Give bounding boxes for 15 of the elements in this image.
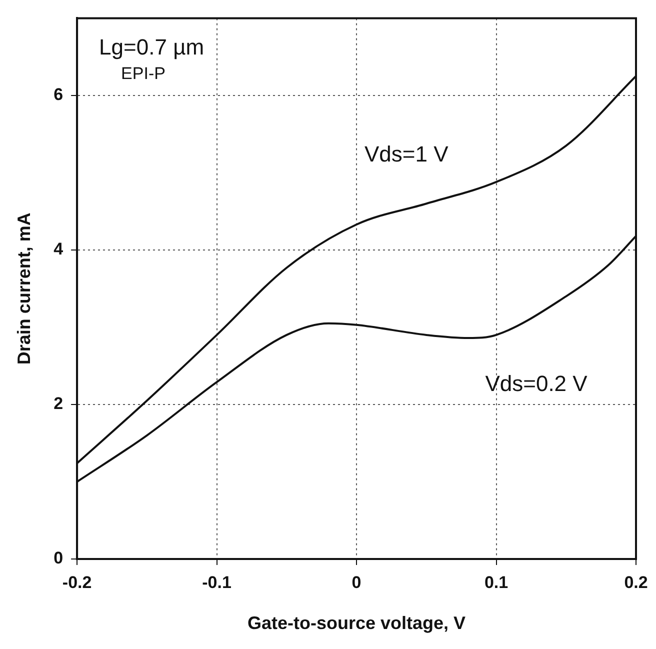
annotation: Lg=0.7 µm (99, 34, 204, 60)
x-tick-label: 0.2 (624, 572, 648, 592)
x-tick-label: 0 (352, 572, 362, 592)
series-label: Vds=0.2 V (485, 371, 588, 396)
y-tick-label: 0 (54, 548, 64, 568)
annotation: EPI-P (121, 64, 166, 83)
series-label: Vds=1 V (364, 142, 449, 167)
y-tick-label: 4 (54, 240, 64, 259)
x-axis-title: Gate-to-source voltage, V (247, 613, 466, 634)
x-tick-label: -0.1 (202, 572, 232, 592)
x-tick-label: -0.2 (62, 572, 92, 592)
y-tick-label: 2 (54, 394, 64, 414)
y-tick-label: 6 (54, 85, 64, 104)
y-axis-title: Drain current, mA (14, 212, 34, 365)
x-tick-label: 0.1 (484, 572, 508, 592)
